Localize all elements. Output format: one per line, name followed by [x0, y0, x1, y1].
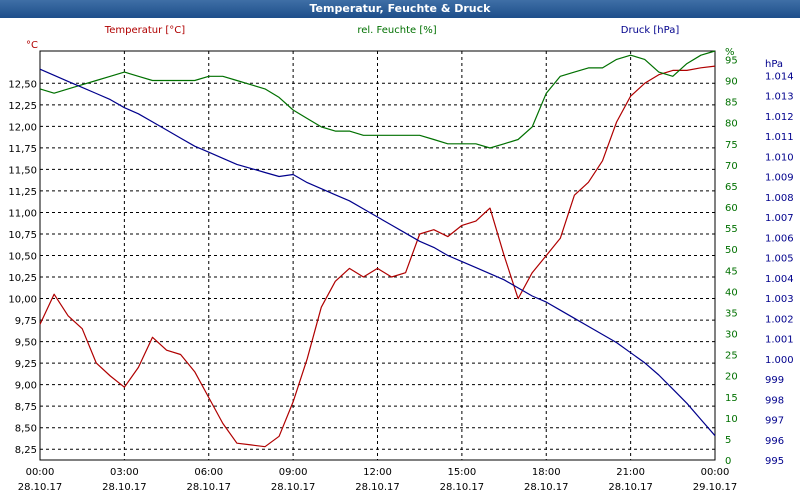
humidity-tick: 50	[725, 245, 738, 256]
humidity-tick: 90	[725, 77, 738, 88]
pressure-tick: 996	[765, 436, 784, 447]
humidity-tick: 80	[725, 119, 738, 130]
series-line-temperature	[39, 65, 716, 448]
humidity-tick: 70	[725, 161, 738, 172]
pressure-tick: 1.006	[765, 233, 794, 244]
temperature-tick: 9,50	[15, 338, 37, 349]
x-tick-time: 21:00	[616, 467, 645, 478]
x-tick-date: 28.10.17	[18, 482, 63, 493]
humidity-tick: 35	[725, 308, 738, 319]
temperature-tick: 9,00	[15, 381, 37, 392]
temperature-tick: 9,75	[15, 316, 37, 327]
pressure-tick: 998	[765, 395, 784, 406]
pressure-tick: 1.008	[765, 193, 794, 204]
temperature-tick: 11,50	[8, 165, 37, 176]
chart-canvas: 00:00 28.10.17 03:00 28.10.17 06:00 28.10.17 0…	[8, 25, 793, 493]
axes: 00:00 28.10.17 03:00 28.10.17 06:00 28.10.17 0…	[8, 47, 793, 493]
pressure-tick: 1.002	[765, 314, 794, 325]
humidity-tick: 30	[725, 330, 738, 341]
grid	[39, 50, 716, 461]
temperature-tick: 8,75	[15, 402, 37, 413]
series-layer	[39, 50, 716, 448]
temperature-tick: 12,50	[8, 79, 37, 90]
x-tick-date: 29.10.17	[693, 482, 738, 493]
pressure-tick: 1.005	[765, 254, 794, 265]
pressure-tick: 1.000	[765, 355, 794, 366]
x-tick-date: 28.10.17	[524, 482, 569, 493]
x-tick-time: 06:00	[194, 467, 223, 478]
temperature-tick: 11,75	[8, 144, 37, 155]
temperature-tick: 8,25	[15, 445, 37, 456]
x-tick-time: 15:00	[447, 467, 476, 478]
pressure-tick: 997	[765, 416, 784, 427]
x-tick-date: 28.10.17	[102, 482, 147, 493]
pressure-tick: 1.012	[765, 112, 794, 123]
humidity-tick: 85	[725, 98, 738, 109]
temperature-tick: 11,25	[8, 187, 37, 198]
x-tick-date: 28.10.17	[608, 482, 653, 493]
temperature-tick: 12,00	[8, 122, 37, 133]
pressure-tick: 1.010	[765, 152, 794, 163]
series-line-pressure	[39, 68, 716, 437]
x-tick-date: 28.10.17	[355, 482, 400, 493]
temperature-tick: 10,75	[8, 230, 37, 241]
humidity-tick: 40	[725, 287, 738, 298]
x-tick-time: 03:00	[110, 467, 139, 478]
humidity-axis-label: rel. Feuchte [%]	[357, 25, 436, 36]
temperature-tick: 10,25	[8, 273, 37, 284]
humidity-tick: 20	[725, 372, 738, 383]
pressure-tick: 999	[765, 375, 784, 386]
pressure-tick: hPa	[765, 59, 783, 70]
temperature-axis-label: Temperatur [°C]	[104, 25, 185, 36]
humidity-tick: 15	[725, 393, 738, 404]
x-tick-time: 12:00	[363, 467, 392, 478]
temperature-tick: 9,25	[15, 359, 37, 370]
humidity-tick: 25	[725, 351, 738, 362]
pressure-tick: 1.007	[765, 213, 794, 224]
temperature-tick: 10,50	[8, 252, 37, 263]
pressure-tick: 995	[765, 456, 784, 467]
x-tick-time: 00:00	[26, 467, 55, 478]
pressure-tick: 1.003	[765, 294, 794, 305]
x-tick-date: 28.10.17	[440, 482, 485, 493]
x-tick-time: 09:00	[279, 467, 308, 478]
humidity-tick: 55	[725, 224, 738, 235]
humidity-tick: 45	[725, 266, 738, 277]
temperature-tick: 11,00	[8, 208, 37, 219]
pressure-axis-label: Druck [hPa]	[621, 25, 680, 36]
x-tick-date: 28.10.17	[271, 482, 316, 493]
x-tick-time: 00:00	[701, 467, 730, 478]
humidity-tick: 95	[725, 55, 738, 66]
chart-title: Temperatur, Feuchte & Druck	[0, 0, 800, 18]
humidity-tick: %	[725, 47, 735, 58]
pressure-tick: 1.013	[765, 92, 794, 103]
humidity-tick: 10	[725, 414, 738, 425]
temperature-tick: 10,00	[8, 295, 37, 306]
pressure-tick: 1.014	[765, 71, 794, 82]
humidity-tick: 75	[725, 140, 738, 151]
temperature-tick: 12,25	[8, 101, 37, 112]
pressure-tick: 1.009	[765, 173, 794, 184]
humidity-tick: 65	[725, 182, 738, 193]
x-tick-time: 18:00	[532, 467, 561, 478]
pressure-tick: 1.001	[765, 335, 794, 346]
series-line-humidity	[39, 50, 716, 149]
temperature-unit-label: °C	[26, 40, 38, 51]
humidity-tick: 60	[725, 203, 738, 214]
humidity-tick: 0	[725, 456, 731, 467]
pressure-tick: 1.011	[765, 132, 794, 143]
x-tick-date: 28.10.17	[186, 482, 231, 493]
temperature-tick: 8,50	[15, 424, 37, 435]
humidity-tick: 5	[725, 435, 731, 446]
pressure-tick: 1.004	[765, 274, 794, 285]
